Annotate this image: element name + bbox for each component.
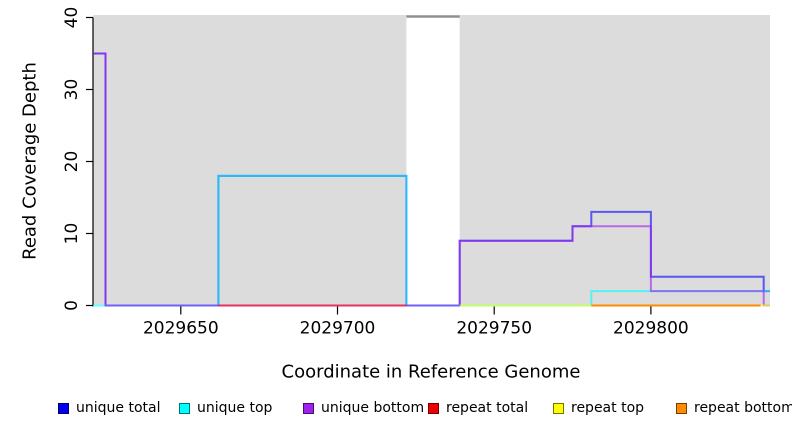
unique-bottom-swatch-icon	[303, 402, 314, 414]
repeat-top-swatch-icon	[553, 402, 564, 414]
unique-total-swatch-icon	[58, 402, 69, 414]
y-tick-label: 40	[62, 7, 82, 29]
coverage-plot-svg: 0 10 20 30 40 2029650 2029700 2029750 2029800	[62, 7, 770, 339]
coverage-plot: 0 10 20 30 40 2029650 2029700 2029750 2029800	[62, 7, 770, 339]
legend-label: unique bottom	[321, 400, 425, 416]
x-axis-title: Coordinate in Reference Genome	[281, 361, 581, 383]
legend-item-repeat-top: repeat top	[553, 398, 644, 418]
y-tick-label: 20	[62, 151, 82, 173]
legend-item-repeat-bottom: repeat bottom	[676, 398, 792, 418]
x-tick-label: 2029750	[456, 319, 532, 339]
y-axis-title: Read Coverage Depth	[19, 62, 41, 260]
legend-label: repeat total	[446, 400, 529, 416]
legend-label: unique top	[197, 400, 273, 416]
y-tick-label: 30	[62, 79, 82, 101]
x-tick-label: 2029700	[300, 319, 376, 339]
y-tick-label: 10	[62, 223, 82, 245]
y-tick-label: 0	[62, 300, 82, 311]
legend: unique total unique top unique bottom re…	[0, 398, 792, 422]
x-tick-label: 2029650	[143, 319, 219, 339]
x-tick-label: 2029800	[613, 319, 689, 339]
masked-region-2	[459, 15, 770, 305]
masked-region-1	[93, 15, 407, 305]
repeat-bottom-swatch-icon	[676, 402, 687, 414]
legend-item-unique-total: unique total	[58, 398, 160, 418]
series-unique-bottom	[93, 52, 770, 307]
legend-label: unique total	[76, 400, 161, 416]
y-axis: 0 10 20 30 40	[62, 7, 94, 311]
legend-item-unique-bottom: unique bottom	[303, 398, 424, 418]
unique-top-swatch-icon	[179, 402, 190, 414]
repeat-total-swatch-icon	[428, 402, 439, 414]
legend-label: repeat bottom	[694, 400, 792, 416]
legend-item-repeat-total: repeat total	[428, 398, 528, 418]
x-axis: 2029650 2029700 2029750 2029800	[143, 306, 689, 339]
legend-item-unique-top: unique top	[179, 398, 272, 418]
legend-label: repeat top	[571, 400, 645, 416]
series-unique-top	[93, 174, 770, 307]
